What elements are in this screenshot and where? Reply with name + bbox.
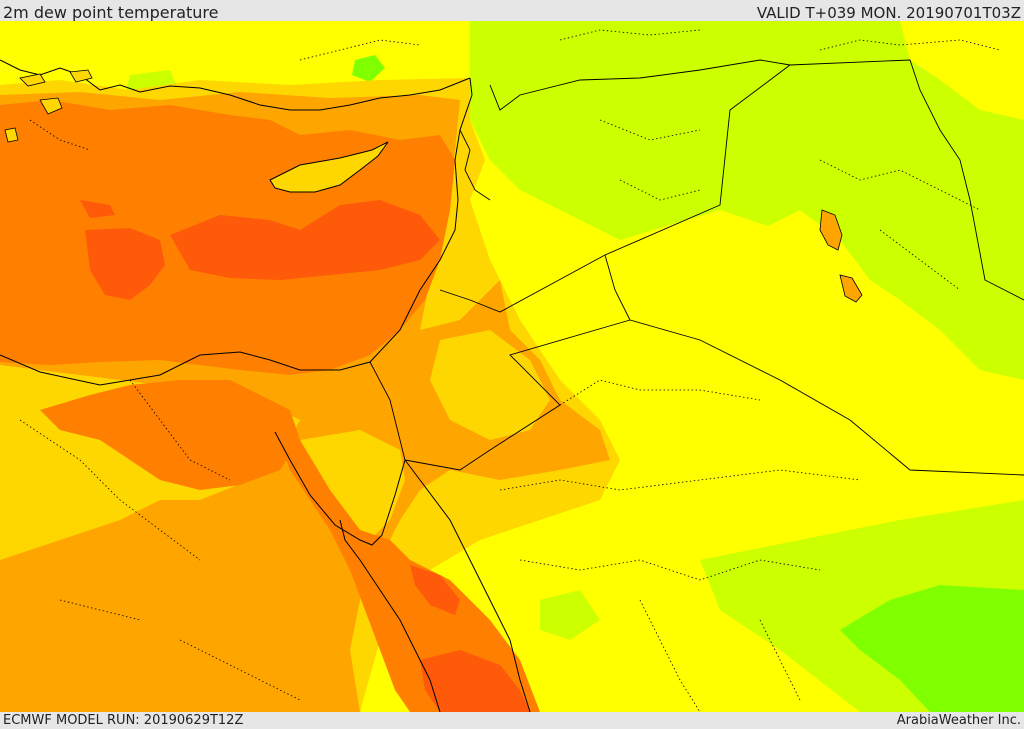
gold-patch-jordan bbox=[430, 330, 550, 440]
dark-orange-patch-small bbox=[80, 200, 115, 218]
cyprus-outline bbox=[269, 141, 389, 193]
orange-region-red-sea bbox=[275, 430, 540, 712]
gold-patch-sinai bbox=[300, 430, 405, 540]
yellow-patch-ne bbox=[620, 210, 820, 420]
yellow-green-region-northeast bbox=[470, 21, 1024, 380]
green-region-southeast bbox=[840, 585, 1024, 712]
dark-orange-patch-red-sea-south bbox=[420, 650, 530, 712]
header-bar: 2m dew point temperature VALID T+039 MON… bbox=[0, 0, 1024, 22]
green-patch-arabia bbox=[540, 590, 600, 640]
green-patch-syria bbox=[352, 55, 385, 82]
yellow-patch-ne2 bbox=[900, 21, 1024, 120]
aegean-islands bbox=[4, 69, 93, 143]
dark-orange-patch-med-west bbox=[85, 228, 165, 300]
orange-island-east bbox=[819, 209, 843, 251]
model-run-label: ECMWF MODEL RUN: 20190629T12Z bbox=[3, 713, 244, 728]
dark-orange-patch-red-sea bbox=[410, 565, 460, 615]
orange-island-east-2 bbox=[839, 274, 863, 303]
footer-bar: ECMWF MODEL RUN: 20190629T12Z ArabiaWeat… bbox=[0, 712, 1024, 729]
dark-orange-patch-med-center bbox=[170, 200, 440, 280]
credit-label: ArabiaWeather Inc. bbox=[896, 713, 1021, 728]
coastlines bbox=[0, 59, 531, 712]
orange-region-egypt bbox=[40, 380, 300, 490]
dotted-admin-borders bbox=[19, 29, 1001, 712]
valid-time-label: VALID T+039 MON. 20190701T03Z bbox=[756, 4, 1021, 22]
weather-map[interactable] bbox=[0, 21, 1024, 712]
map-title: 2m dew point temperature bbox=[3, 3, 219, 22]
national-borders bbox=[369, 59, 1024, 476]
dew-point-map-svg bbox=[0, 21, 1024, 712]
